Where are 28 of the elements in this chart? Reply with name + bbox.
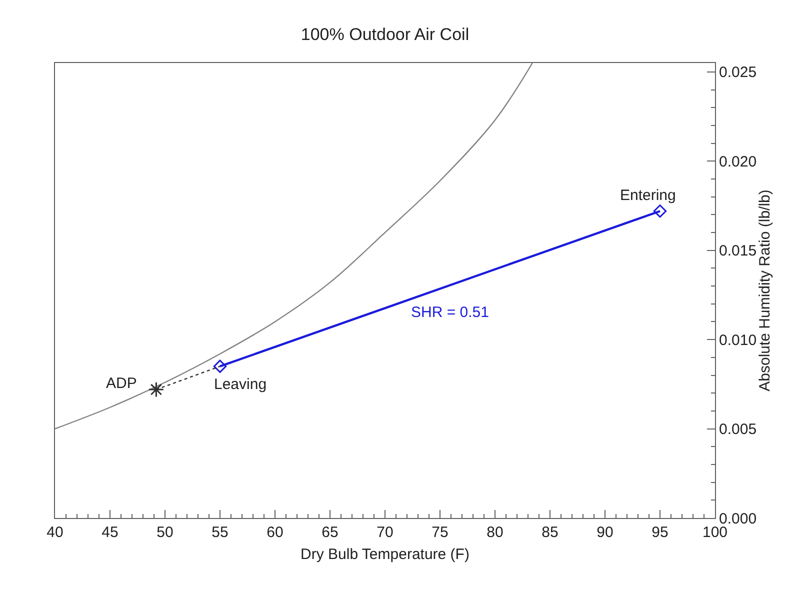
chart-title: 100% Outdoor Air Coil	[300, 24, 470, 44]
x-tick-label: 65	[322, 524, 338, 541]
y-tick-label: 0.020	[719, 153, 757, 170]
x-tick-label: 60	[266, 524, 284, 541]
annotation: Leaving	[214, 376, 267, 393]
y-tick-label: 0.010	[719, 332, 757, 349]
y-tick-label: 0.025	[719, 64, 757, 82]
y-tick-label: 0.005	[719, 421, 757, 438]
x-tick-label: 80	[486, 524, 504, 541]
annotation: Entering	[620, 187, 676, 204]
annotation: ADP	[106, 375, 137, 392]
y-axis-title: Absolute Humidity Ratio (lb/lb)	[756, 190, 774, 392]
y-tick-label: 0.015	[719, 242, 757, 260]
point	[213, 360, 227, 373]
x-tick-label: 75	[432, 524, 448, 541]
x-axis-title: Dry Bulb Temperature (F)	[300, 546, 470, 563]
x-tick-label: 70	[376, 524, 394, 541]
x-tick-label: 50	[156, 524, 174, 541]
point	[653, 204, 667, 218]
point	[148, 382, 164, 398]
x-tick-label: 45	[102, 524, 118, 541]
annotation: SHR = 0.51	[411, 304, 489, 321]
x-tick-label: 85	[542, 524, 558, 541]
x-tick-label: 55	[212, 524, 228, 541]
x-tick-label: 90	[596, 524, 614, 541]
x-tick-label: 95	[652, 524, 668, 541]
x-tick-label: 40	[46, 524, 64, 541]
line-series	[55, 63, 533, 430]
